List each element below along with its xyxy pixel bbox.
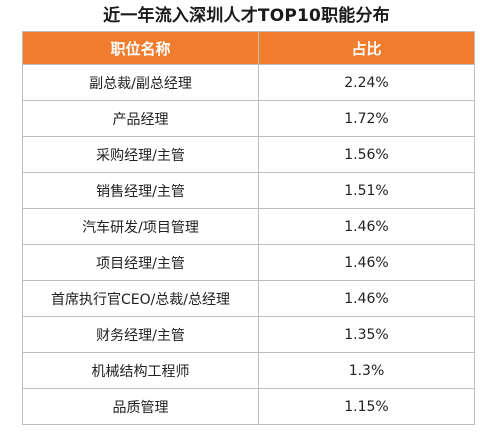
position-cell: 汽车研发/项目管理 [22,208,259,245]
table-row: 首席执行官CEO/总裁/总经理 1.46% [22,280,475,317]
share-cell: 1.15% [258,388,475,425]
position-cell: 销售经理/主管 [22,172,259,209]
position-cell: 产品经理 [22,100,259,137]
position-cell: 机械结构工程师 [22,352,259,389]
share-cell: 1.46% [258,280,475,317]
header-position: 职位名称 [22,31,259,65]
table-row: 财务经理/主管 1.35% [22,316,475,353]
share-cell: 1.3% [258,352,475,389]
table-row: 副总裁/副总经理 2.24% [22,64,475,101]
table-row: 产品经理 1.72% [22,100,475,137]
table-row: 采购经理/主管 1.56% [22,136,475,173]
table-row: 项目经理/主管 1.46% [22,244,475,281]
distribution-table: 职位名称 占比 副总裁/副总经理 2.24% 产品经理 1.72% 采购经理/主… [22,31,475,425]
share-cell: 2.24% [258,64,475,101]
position-cell: 财务经理/主管 [22,316,259,353]
position-cell: 采购经理/主管 [22,136,259,173]
share-cell: 1.72% [258,100,475,137]
share-cell: 1.35% [258,316,475,353]
share-cell: 1.56% [258,136,475,173]
position-cell: 副总裁/副总经理 [22,64,259,101]
header-share: 占比 [258,31,475,65]
table-row: 汽车研发/项目管理 1.46% [22,208,475,245]
page-title: 近一年流入深圳人才TOP10职能分布 [103,6,390,26]
share-cell: 1.46% [258,208,475,245]
table-row: 品质管理 1.15% [22,388,475,425]
position-cell: 品质管理 [22,388,259,425]
position-cell: 项目经理/主管 [22,244,259,281]
position-cell: 首席执行官CEO/总裁/总经理 [22,280,259,317]
share-cell: 1.51% [258,172,475,209]
table-header-row: 职位名称 占比 [22,31,475,65]
table-row: 机械结构工程师 1.3% [22,352,475,389]
table-row: 销售经理/主管 1.51% [22,172,475,209]
share-cell: 1.46% [258,244,475,281]
